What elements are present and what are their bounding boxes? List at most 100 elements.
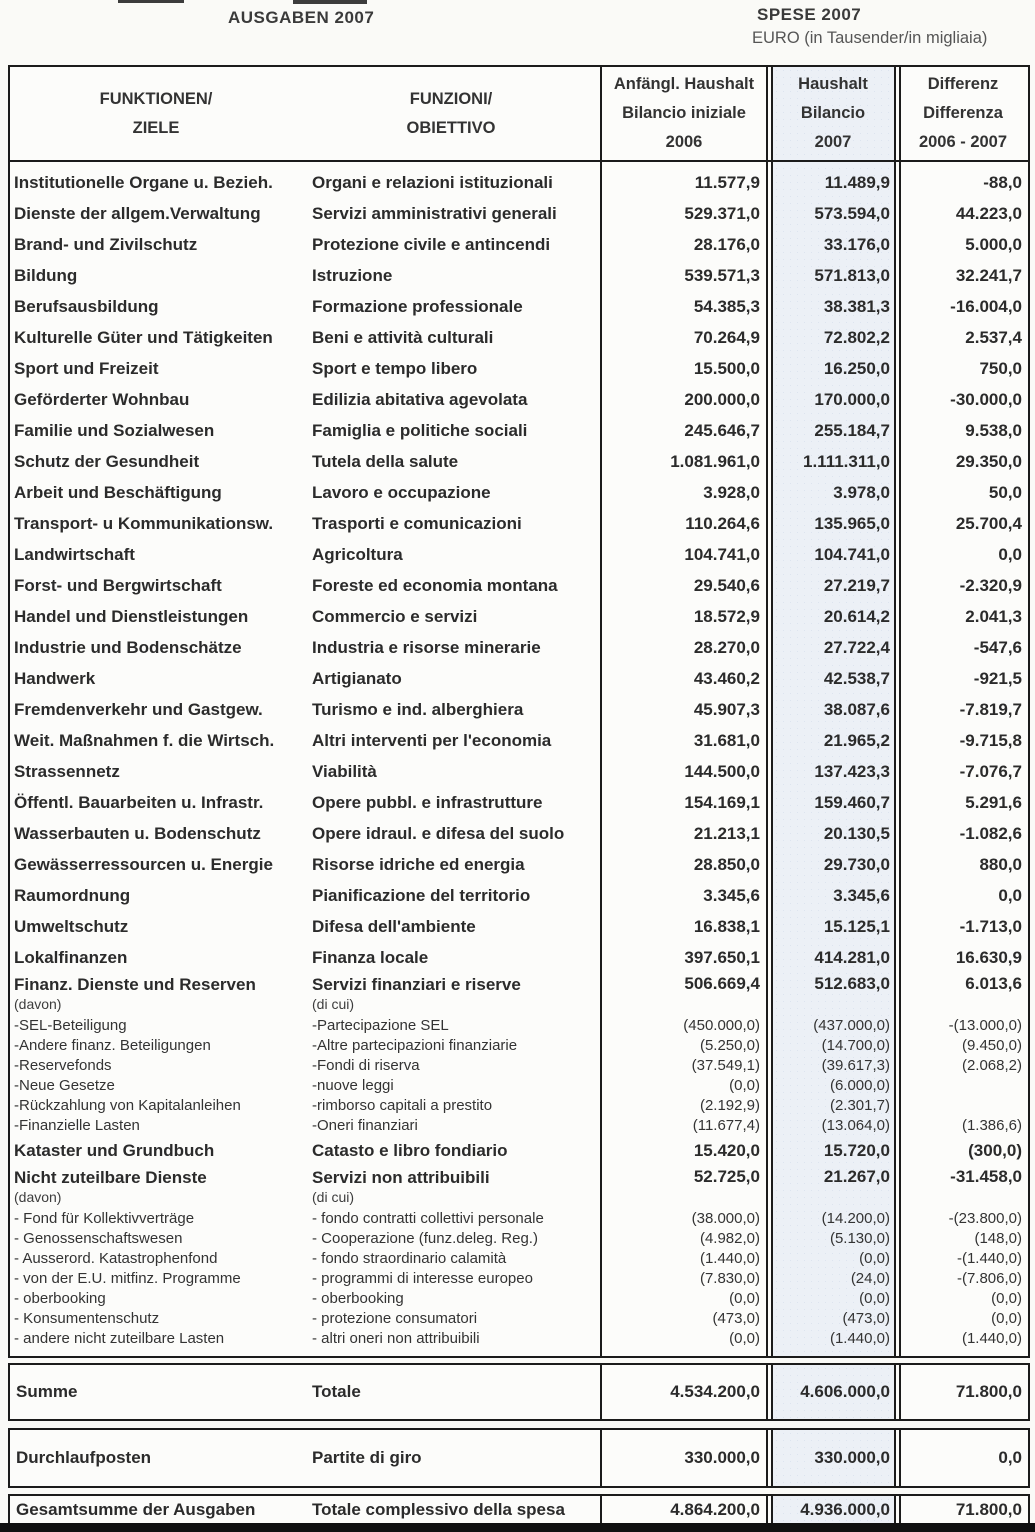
total-label-german: Gesamtsumme der Ausgaben [16,1499,256,1519]
cell-german-label: - Konsumentenschutz [14,1309,160,1327]
cell-value-2007: (13.064,0) [821,1116,890,1134]
cell-german-label: -Rückzahlung von Kapitalanleihen [14,1096,241,1114]
table-row: Familie und Sozialwesen Famiglia e politi… [10,415,1028,446]
cell-german-label: Bildung [14,265,78,285]
header-funzioni-obiettivo: FUNZIONI/ OBIETTIVO [302,67,600,160]
cell-italian-label: Artigianato [312,668,402,688]
cell-german-label: Berufsausbildung [14,296,159,316]
cell-german-label: -Andere finanz. Beteiligungen [14,1036,211,1054]
table-row: Industrie und Bodenschätze Industria e ri… [10,632,1028,663]
cell-german-label: Landwirtschaft [14,544,135,564]
cell-value-2006: 45.907,3 [693,699,760,719]
table-row: Handel und Dienstleistungen Commercio e s… [10,601,1028,632]
cell-german-label: Industrie und Bodenschätze [14,637,242,657]
cell-value-2006: 144.500,0 [684,761,760,781]
cell-german-label: Lokalfinanzen [14,947,128,967]
cell-value-2007: 20.130,5 [823,823,890,843]
cell-value-2006: 1.081.961,0 [670,451,760,471]
total-2007: 4.936.000,0 [800,1499,890,1519]
cell-value-2007: 573.594,0 [814,203,890,223]
cell-german-label: Kulturelle Güter und Tätigkeiten [14,327,273,347]
summary-row-transit-items: Durchlaufposten Partite di giro 330.000,… [8,1428,1030,1488]
cell-value-2007: 1.111.311,0 [803,451,890,471]
cell-italian-label: Difesa dell'ambiente [312,916,476,936]
cell-difference: -7.076,7 [959,761,1022,781]
cell-value-2006: (5.250,0) [699,1036,760,1054]
cell-value-2007: 33.176,0 [823,234,890,254]
cell-value-2006: (0,0) [729,1329,760,1347]
table-row: Öffentl. Bauarbeiten u. Infrastr. Opere p… [10,787,1028,818]
cell-value-2007: 3.345,6 [833,885,890,905]
cell-value-2007: 27.219,7 [823,575,890,595]
header-line: 2006 [665,133,703,151]
table-column-rule [899,1430,901,1486]
cell-italian-label: Industria e risorse minerarie [312,637,541,657]
cell-difference [898,1095,1028,1115]
cell-italian-label: Foreste ed economia montana [312,575,558,595]
cell-value-2007: (14.200,0) [821,1209,890,1227]
cell-italian-label: Catasto e libro fondiario [312,1140,508,1160]
cell-value-2007: 512.683,0 [814,974,890,993]
header-line: FUNKTIONEN/ [99,89,213,108]
table-row: Institutionelle Organe u. Bezieh. Organi … [10,167,1028,198]
table-column-rule [894,1430,896,1486]
cell-value-2006: 397.650,1 [684,947,760,967]
cell-value-2007: 42.538,7 [823,668,890,688]
table-column-rule [899,1365,901,1419]
cell-german-label: Geförderter Wohnbau [14,389,190,409]
cell-value-2007: (24,0) [850,1269,890,1287]
table-row: Bildung Istruzione 539.571,3 571.813,0 32.24… [10,260,1028,291]
cell-german-label: - Genossenschaftswesen [14,1229,183,1247]
cell-german-label: Brand- und Zivilschutz [14,234,198,254]
cell-italian-label: - fondo contratti collettivi personale [312,1209,544,1227]
table-row: Gewässerressourcen u. Energie Risorse idr… [10,849,1028,880]
cell-difference: (9.450,0) [961,1036,1022,1054]
cell-value-2006: 52.725,0 [693,1167,760,1186]
cell-difference: -16.004,0 [950,296,1022,316]
cell-value-2007: (6.000,0) [829,1076,890,1094]
cell-german-label: Gewässerressourcen u. Energie [14,854,273,874]
cell-german-label: -Finanzielle Lasten [14,1116,140,1134]
cell-value-2007: 21.267,0 [823,1167,890,1186]
table-row: -SEL-Beteiligung -Partecipazione SEL (450.… [10,1015,1028,1035]
header-line: Anfängl. Haushalt [613,75,755,93]
cell-value-2006: (4.982,0) [699,1229,760,1247]
total-2007: 4.606.000,0 [800,1382,890,1401]
cell-german-label: Weit. Maßnahmen f. die Wirtsch. [14,730,275,750]
table-row: - von der E.U. mitfinz. Programme - progr… [10,1268,1028,1288]
cell-difference: -1.713,0 [959,916,1022,936]
table-row: Wasserbauten u. Bodenschutz Opere idraul.… [10,818,1028,849]
cell-value-2007: (0,0) [859,1289,890,1307]
cell-difference: 2.537,4 [965,327,1022,347]
cell-value-2006: 16.838,1 [693,916,760,936]
cell-value-2007: 137.423,3 [814,761,890,781]
cell-italian-label: - Cooperazione (funz.deleg. Reg.) [312,1229,538,1247]
table-row: Handwerk Artigianato 43.460,2 42.538,7 -921,… [10,663,1028,694]
table-column-rule [766,1496,768,1523]
cell-value-2007: 170.000,0 [814,389,890,409]
column-2007-highlight [773,67,894,1356]
total-diff: 71.800,0 [955,1382,1022,1401]
cell-italian-label: Viabilità [312,761,377,781]
header-line: ZIELE [132,118,180,137]
table-row: -Neue Gesetze -nuove leggi (0,0) (6.000,0) [10,1075,1028,1095]
cell-german-label: Fremdenverkehr und Gastgew. [14,699,263,719]
cell-german-label: Umweltschutz [14,916,129,936]
cell-value-2007: 104.741,0 [814,544,890,564]
cell-german-label: Sport und Freizeit [14,358,159,378]
cell-value-2007: 72.802,2 [823,327,890,347]
table-row: Kataster und Grundbuch Catasto e libro fo… [10,1135,1028,1166]
page-title-german: AUSGABEN 2007 [228,8,375,27]
cell-german-label: - Fond für Kollektivverträge [14,1209,195,1227]
cell-german-label: Handwerk [14,668,96,688]
cell-italian-label: Servizi non attribuibili (di cui) [312,1168,490,1205]
column-2007-highlight [773,1365,894,1419]
cell-value-2007: 159.460,7 [814,792,890,812]
cell-value-2006: 15.420,0 [693,1140,760,1160]
table-header: FUNKTIONEN/ ZIELE FUNZIONI/ OBIETTIVO An… [10,67,1028,162]
cell-difference: -2.320,9 [959,575,1022,595]
cell-difference: -1.082,6 [959,823,1022,843]
cell-difference: 44.223,0 [955,203,1022,223]
cell-italian-label: Trasporti e comunicazioni [312,513,522,533]
cell-value-2007: (2.301,7) [829,1096,890,1114]
